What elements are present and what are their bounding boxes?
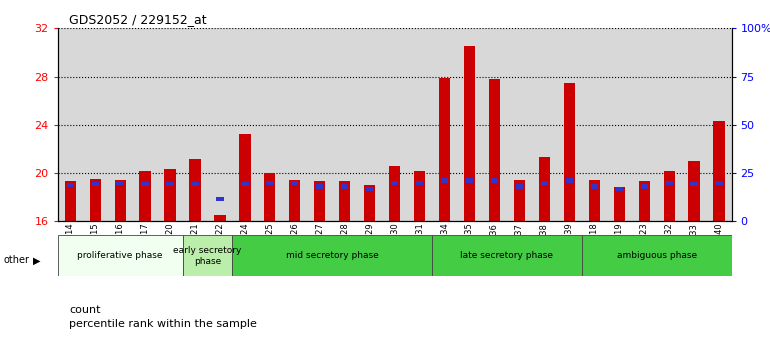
Bar [166,182,174,186]
Bar [714,121,725,221]
Bar [715,181,723,185]
Bar [241,182,249,186]
Bar [439,78,450,221]
Text: ambiguous phase: ambiguous phase [617,251,697,260]
Bar [414,171,425,221]
Bar [466,178,473,183]
Bar [441,178,448,183]
Bar [416,181,424,185]
Bar [432,235,582,276]
Bar [66,183,74,188]
Bar [139,171,151,221]
Bar [364,185,375,221]
Bar [192,182,199,186]
Bar [464,46,475,221]
Bar [389,166,400,221]
Bar [541,181,548,185]
Bar [582,235,732,276]
Text: other: other [4,255,30,265]
Text: percentile rank within the sample: percentile rank within the sample [69,319,257,329]
Bar [591,184,598,189]
Bar [665,181,673,185]
Bar [391,181,398,185]
Bar [539,157,550,221]
Bar [490,178,498,183]
Bar [58,235,182,276]
Bar [339,182,350,221]
Bar [65,182,75,221]
Bar [614,188,624,221]
Bar [514,180,525,221]
Bar [115,180,126,221]
Bar [564,82,575,221]
Bar [214,215,226,221]
Text: ▶: ▶ [33,256,41,266]
Bar [638,182,650,221]
Bar [290,180,300,221]
Bar [566,178,573,183]
Bar [691,182,698,186]
Bar [182,235,233,276]
Bar [341,184,348,189]
Bar [688,161,700,221]
Bar [239,135,250,221]
Bar [588,180,600,221]
Bar [516,184,523,189]
Text: mid secretory phase: mid secretory phase [286,251,379,260]
Text: proliferative phase: proliferative phase [77,251,163,260]
Text: count: count [69,305,101,315]
Bar [366,187,373,191]
Bar [641,184,648,189]
Text: late secretory phase: late secretory phase [460,251,554,260]
Bar [92,182,99,186]
Bar [664,171,675,221]
Bar [165,170,176,221]
Bar [116,181,124,185]
Text: GDS2052 / 229152_at: GDS2052 / 229152_at [69,13,207,26]
Bar [316,184,323,189]
Bar [489,79,500,221]
Bar [264,173,276,221]
Bar [314,182,326,221]
Bar [189,159,201,221]
Text: early secretory
phase: early secretory phase [173,246,242,266]
Bar [233,235,432,276]
Bar [216,196,223,201]
Bar [266,181,273,185]
Bar [142,182,149,186]
Bar [615,187,623,191]
Bar [291,181,299,185]
Bar [89,179,101,221]
